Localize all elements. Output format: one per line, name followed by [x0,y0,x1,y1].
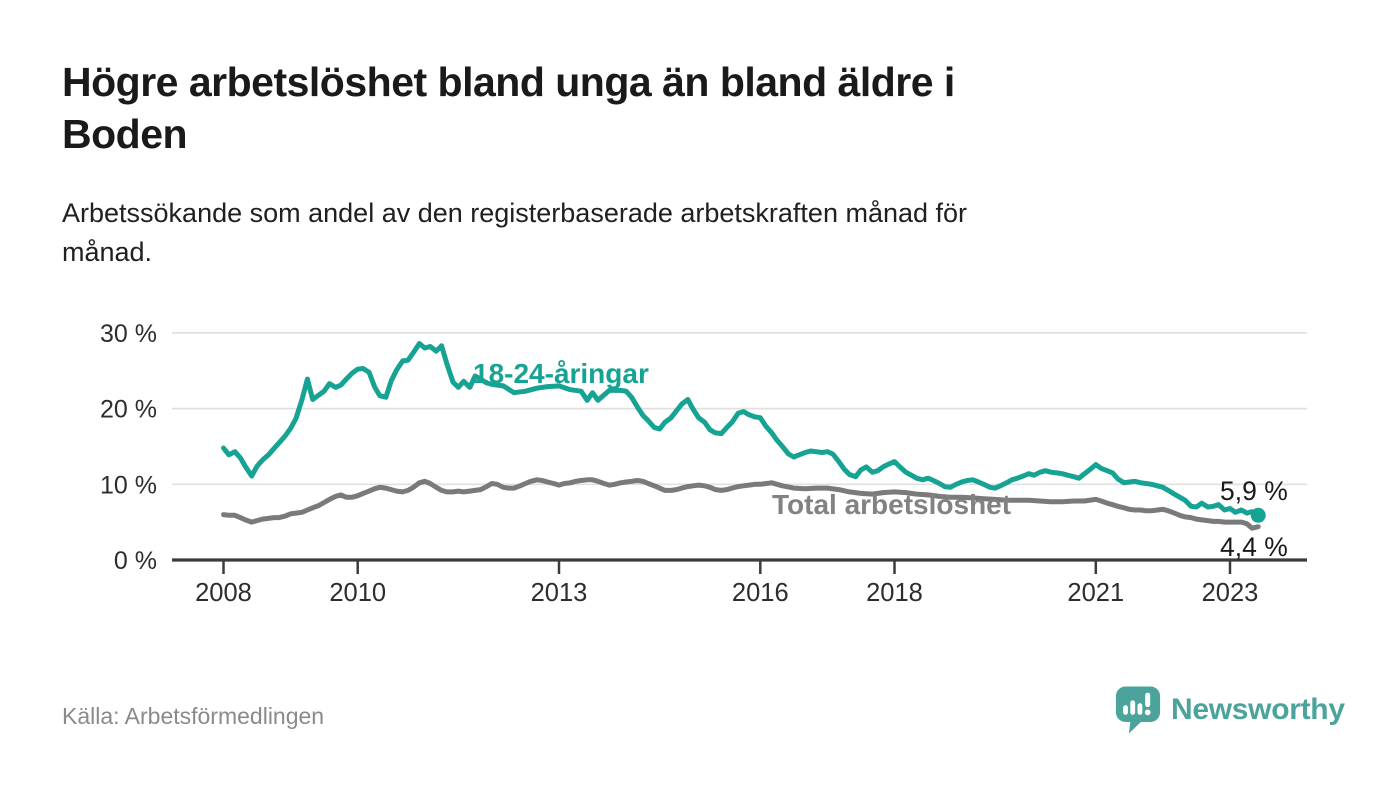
newsworthy-logo-icon [1114,684,1162,735]
page-subtitle: Arbetssökande som andel av den registerb… [62,194,967,272]
series-end-dot-youth [1250,507,1266,523]
series-line-total [221,477,1261,531]
page-title-line-1: Högre arbetslöshet bland unga än bland ä… [62,59,955,105]
y-axis-label-10: 10 % [100,471,157,499]
newsworthy-logo: Newsworthy [1114,684,1345,735]
y-axis-label-0: 0 % [114,547,157,575]
y-axis-label-30: 30 % [100,320,157,348]
x-axis-label-2023: 2023 [1202,579,1259,607]
series-label-total: Total arbetslöshet [772,489,1011,520]
value-label-total: 4,4 % [1220,532,1288,562]
y-axis-label-20: 20 % [100,396,157,424]
newsworthy-logo-text: Newsworthy [1171,692,1345,726]
series-label-youth: 18-24-åringar [473,358,649,389]
x-axis-label-2013: 2013 [531,579,588,607]
page-title-line-2: Boden [62,111,188,157]
source-note: Källa: Arbetsförmedlingen [62,703,325,729]
page-subtitle-line-2: månad. [62,237,153,267]
page-subtitle-line-1: Arbetssökande som andel av den registerb… [62,198,968,228]
x-axis-label-2018: 2018 [866,579,923,607]
value-label-youth: 5,9 % [1220,476,1288,506]
x-axis-label-2021: 2021 [1067,579,1124,607]
series-line-youth [221,341,1261,518]
x-axis-label-2010: 2010 [329,579,386,607]
page-title: Högre arbetslöshet bland unga än bland ä… [62,56,955,160]
x-axis-label-2016: 2016 [732,579,789,607]
x-axis-label-2008: 2008 [195,579,252,607]
